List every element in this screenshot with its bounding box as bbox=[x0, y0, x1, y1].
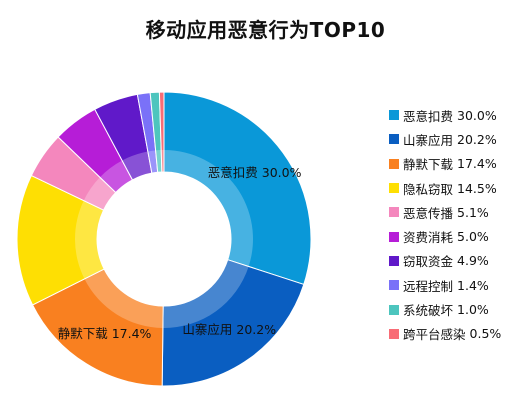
legend-label-6: 资费消耗 bbox=[403, 230, 454, 246]
legend-item-7: 窃取资金 4.9% bbox=[389, 249, 529, 273]
legend-value-1: 30.0% bbox=[457, 107, 497, 123]
legend-label-8: 远程控制 bbox=[403, 278, 454, 294]
legend-item-1: 恶意扣费 30.0% bbox=[389, 103, 529, 127]
donut-slice-highlight-6 bbox=[99, 160, 133, 193]
legend-value-8: 1.4% bbox=[457, 277, 489, 293]
legend-swatch-10 bbox=[389, 328, 399, 339]
legend: 恶意扣费 30.0% 山寨应用 20.2% 静默下载 17.4% 隐私窃取 14.5% 恶意传播… bbox=[389, 103, 529, 346]
legend-label-3: 静默下载 bbox=[403, 157, 454, 173]
legend-label-1: 恶意扣费 bbox=[403, 108, 454, 124]
legend-swatch-9 bbox=[389, 304, 399, 315]
legend-item-8: 远程控制 1.4% bbox=[389, 273, 529, 297]
legend-value-10: 0.5% bbox=[469, 326, 502, 342]
donut-slice-highlight-7 bbox=[122, 151, 152, 180]
legend-swatch-8 bbox=[389, 280, 399, 291]
legend-swatch-2 bbox=[389, 134, 399, 145]
legend-value-9: 1.0% bbox=[457, 302, 489, 318]
donut-slice-highlight-9 bbox=[155, 150, 162, 173]
legend-swatch-6 bbox=[389, 231, 399, 242]
legend-swatch-7 bbox=[389, 255, 399, 266]
legend-swatch-5 bbox=[389, 207, 399, 218]
legend-label-9: 系统破坏 bbox=[403, 303, 454, 319]
legend-item-2: 山寨应用 20.2% bbox=[389, 127, 529, 151]
legend-value-7: 4.9% bbox=[457, 253, 489, 269]
legend-item-9: 系统破坏 1.0% bbox=[389, 297, 529, 321]
legend-item-4: 隐私窃取 14.5% bbox=[389, 176, 529, 200]
legend-swatch-4 bbox=[389, 183, 399, 194]
legend-label-2: 山寨应用 bbox=[403, 132, 454, 148]
data-label-2: 山寨应用 20.2% bbox=[182, 322, 276, 337]
legend-swatch-3 bbox=[389, 158, 399, 169]
donut-slice-highlight-10 bbox=[161, 150, 164, 173]
chart-title: 移动应用恶意行为TOP10 bbox=[145, 18, 386, 42]
legend-value-2: 20.2% bbox=[457, 131, 497, 147]
legend-item-5: 恶意传播 5.1% bbox=[389, 200, 529, 224]
legend-swatch-1 bbox=[389, 110, 399, 121]
donut-slice-highlight-2 bbox=[162, 259, 249, 329]
legend-label-5: 恶意传播 bbox=[403, 205, 454, 221]
legend-label-4: 隐私窃取 bbox=[403, 181, 454, 197]
legend-value-5: 5.1% bbox=[457, 204, 489, 220]
donut-slice-highlight-3 bbox=[84, 269, 164, 328]
donut-slice-highlight-8 bbox=[147, 150, 158, 174]
donut-hole bbox=[97, 172, 231, 306]
legend-item-6: 资费消耗 5.0% bbox=[389, 224, 529, 248]
legend-item-3: 静默下载 17.4% bbox=[389, 152, 529, 176]
data-label-1: 恶意扣费 30.0% bbox=[208, 165, 302, 180]
donut-slice-highlight-1 bbox=[164, 150, 253, 267]
legend-value-3: 17.4% bbox=[457, 156, 497, 172]
data-label-3: 静默下载 17.4% bbox=[58, 326, 152, 341]
legend-value-4: 14.5% bbox=[457, 180, 497, 196]
legend-label-7: 窃取资金 bbox=[403, 254, 454, 270]
legend-label-10: 跨平台感染 bbox=[403, 327, 466, 343]
legend-item-10: 跨平台感染 0.5% bbox=[389, 322, 529, 346]
legend-value-6: 5.0% bbox=[457, 229, 489, 245]
donut-slice-highlight-4 bbox=[75, 200, 105, 279]
